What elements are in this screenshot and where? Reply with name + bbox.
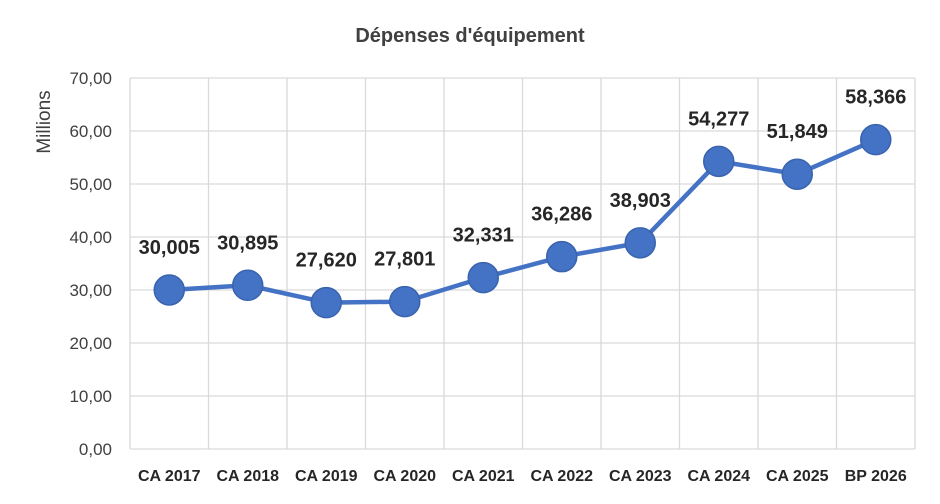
x-tick-label: CA 2019	[295, 468, 358, 485]
series-line-path	[167, 137, 878, 305]
data-point	[703, 145, 735, 178]
y-tick-label: 10,00	[69, 387, 112, 406]
y-axis-ticks: 0,00 10,00 20,00 30,00 40,00 50,00 60,00 70,00	[69, 69, 112, 459]
data-point	[546, 240, 578, 273]
x-tick-label: CA 2017	[138, 468, 201, 485]
data-label: 54,277	[688, 108, 749, 130]
data-point	[389, 285, 421, 318]
y-tick-label: 70,00	[69, 69, 112, 88]
x-tick-label: CA 2024	[687, 468, 750, 485]
gridlines	[129, 77, 916, 450]
x-tick-label: CA 2018	[216, 468, 279, 485]
chart-title: Dépenses d'équipement	[355, 25, 585, 47]
x-tick-label: CA 2023	[609, 468, 672, 485]
x-axis-ticks: CA 2017 CA 2018 CA 2019 CA 2020 CA 2021 CA 20…	[138, 468, 907, 485]
y-tick-label: 40,00	[69, 228, 112, 247]
data-point	[624, 227, 656, 259]
data-label: 38,903	[610, 190, 671, 212]
data-label: 58,366	[845, 87, 906, 109]
data-label: 27,801	[374, 249, 435, 271]
y-axis-label: Millions	[34, 90, 55, 153]
y-tick-label: 50,00	[69, 175, 112, 194]
data-point	[310, 286, 342, 319]
data-label: 27,620	[296, 250, 357, 272]
data-point	[153, 274, 185, 306]
data-label: 30,895	[217, 232, 278, 254]
data-label: 32,331	[453, 225, 514, 247]
data-label: 36,286	[531, 204, 592, 226]
data-point	[232, 269, 264, 302]
x-tick-label: CA 2021	[452, 468, 515, 485]
x-tick-label: CA 2025	[766, 468, 829, 485]
data-point	[467, 261, 499, 294]
data-point	[781, 158, 813, 190]
series-points	[153, 123, 892, 319]
x-tick-label: CA 2022	[530, 468, 593, 485]
data-label: 30,005	[139, 237, 200, 259]
y-tick-label: 30,00	[69, 281, 112, 300]
y-tick-label: 20,00	[69, 334, 112, 353]
x-tick-label: CA 2020	[373, 468, 436, 485]
series-line	[167, 137, 878, 305]
data-label: 51,849	[767, 121, 828, 143]
data-labels: 30,005 30,895 27,620 27,801 32,331 36,286 38,9…	[139, 87, 907, 272]
y-tick-label: 60,00	[69, 122, 112, 141]
data-point	[860, 123, 892, 156]
y-tick-label: 0,00	[79, 440, 112, 459]
x-tick-label: BP 2026	[845, 468, 907, 485]
